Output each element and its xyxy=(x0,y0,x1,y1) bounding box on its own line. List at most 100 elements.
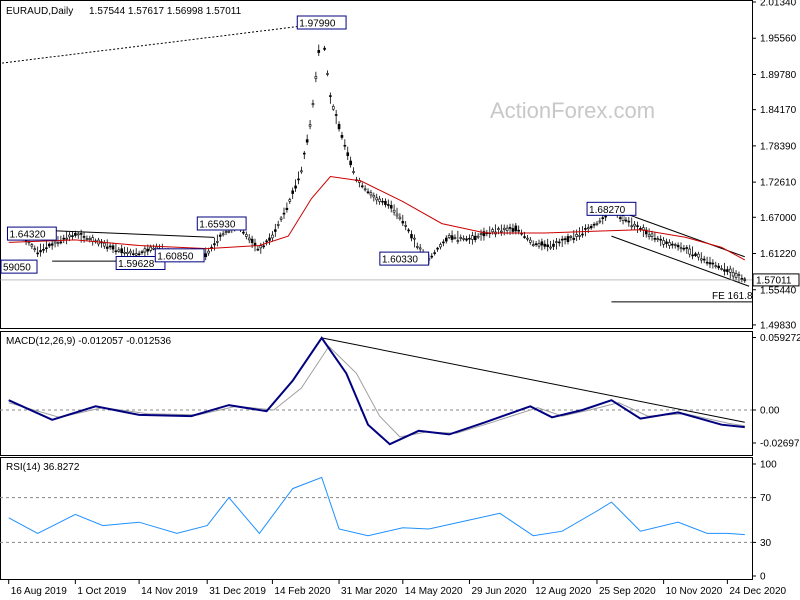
price-annotation: 1.59628 xyxy=(115,255,166,270)
candle-body xyxy=(74,233,77,236)
candle xyxy=(273,223,277,237)
candle-body xyxy=(647,234,651,237)
candle-body xyxy=(468,237,471,240)
candle xyxy=(204,247,208,261)
candle xyxy=(291,187,294,199)
candle xyxy=(647,228,651,240)
candle xyxy=(662,237,665,248)
price-y-tick-label: 1.95560 xyxy=(760,34,797,45)
x-tick-label: 25 Sep 2020 xyxy=(599,586,656,597)
candle-body xyxy=(262,245,266,248)
candle-body xyxy=(213,243,216,246)
candle xyxy=(216,234,219,247)
candle-body xyxy=(679,247,683,249)
candle xyxy=(714,261,718,269)
candle xyxy=(152,244,155,251)
candle-body xyxy=(665,241,668,244)
candle xyxy=(413,234,416,248)
candle xyxy=(378,195,381,205)
candle xyxy=(555,238,558,250)
candle xyxy=(598,217,602,224)
candle xyxy=(329,92,332,104)
price-annotation-box xyxy=(0,259,38,274)
candle-body xyxy=(636,225,639,227)
candle xyxy=(482,227,486,241)
candle xyxy=(47,242,51,249)
candle xyxy=(331,104,335,111)
candle xyxy=(346,146,350,161)
candle-body xyxy=(132,253,135,256)
candle-body xyxy=(389,205,393,209)
candle-body xyxy=(659,238,663,241)
candle-body xyxy=(621,215,625,221)
price-y-tick-label: 1.84170 xyxy=(760,105,797,116)
candle-body xyxy=(360,185,364,188)
candle xyxy=(404,220,408,231)
candle xyxy=(526,234,529,242)
candle-body xyxy=(291,190,294,194)
price-annotation-box xyxy=(115,255,166,270)
candle xyxy=(671,241,674,249)
candle-body xyxy=(378,198,381,202)
candle xyxy=(56,236,60,247)
candle-body xyxy=(473,235,477,241)
moving-average-line xyxy=(8,175,746,261)
macd-panel-frame xyxy=(0,331,753,456)
candle xyxy=(737,271,741,283)
price-y-tick-label: 1.72610 xyxy=(760,178,797,189)
candle-body xyxy=(137,253,141,256)
candle-body xyxy=(120,248,124,254)
candle-body xyxy=(398,216,402,220)
candle-body xyxy=(395,213,399,217)
candle-body xyxy=(140,251,144,254)
candle-body xyxy=(595,222,599,225)
candle-body xyxy=(531,244,535,247)
candle-body xyxy=(691,254,694,257)
candle-body xyxy=(352,171,355,173)
watermark: ActionForex.com xyxy=(490,98,655,123)
candle-body xyxy=(123,251,126,254)
candle xyxy=(91,234,95,246)
candle xyxy=(105,239,109,252)
candle-body xyxy=(699,258,703,261)
price-annotation: 1.64320 xyxy=(6,226,57,241)
candle xyxy=(111,242,115,253)
candle-body xyxy=(375,197,379,201)
candle-body xyxy=(381,200,384,203)
price-annotation-box xyxy=(296,15,347,30)
candle xyxy=(456,230,460,245)
candle xyxy=(358,177,361,188)
last-price-box xyxy=(752,273,800,287)
candle xyxy=(488,226,492,238)
candle xyxy=(314,71,318,83)
candle-body xyxy=(56,242,60,244)
candle xyxy=(369,189,373,199)
candle-body xyxy=(314,76,318,79)
candle-body xyxy=(581,233,584,236)
price-annotation-label: 1.59628 xyxy=(118,259,155,270)
price-annotation-box xyxy=(379,251,430,266)
candle-body xyxy=(447,235,451,238)
candle xyxy=(708,256,712,269)
candle-body xyxy=(740,278,744,280)
candle xyxy=(253,238,257,252)
candle-body xyxy=(218,234,222,237)
candle xyxy=(279,215,283,223)
candle-body xyxy=(30,244,34,247)
candle-body xyxy=(491,229,494,233)
dotted-trendline xyxy=(1,23,322,64)
candle-body xyxy=(433,252,436,254)
candle-body xyxy=(627,220,631,223)
candle xyxy=(247,234,251,244)
candle-body xyxy=(502,227,506,230)
candle-body xyxy=(572,237,576,240)
candle-body xyxy=(149,246,152,251)
candle xyxy=(271,231,274,242)
candle xyxy=(352,167,355,175)
candle-body xyxy=(302,152,306,155)
candle-body xyxy=(33,248,37,251)
candle-body xyxy=(387,204,390,206)
candle-body xyxy=(111,245,115,250)
candle xyxy=(673,242,677,249)
candle xyxy=(668,239,671,249)
